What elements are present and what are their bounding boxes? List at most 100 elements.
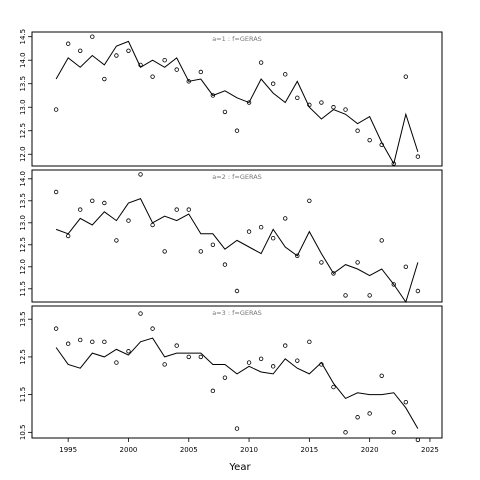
y-tick-label: 12.0 xyxy=(19,146,27,162)
observed-point xyxy=(343,107,348,112)
observed-point xyxy=(198,69,204,75)
observed-point xyxy=(295,253,300,258)
panel-frame xyxy=(31,169,443,303)
x-tick-label: 2015 xyxy=(300,446,318,454)
observed-point xyxy=(331,384,336,390)
observed-point xyxy=(138,62,143,68)
panel-3: a=3 : f=GERAS 10.5 11.5 12.5 13.5 xyxy=(19,305,443,443)
observed-point xyxy=(162,58,167,63)
observed-point xyxy=(391,161,396,166)
observed-point xyxy=(90,198,95,203)
observed-point xyxy=(162,362,167,367)
fitted-line xyxy=(55,337,419,429)
y-tick-label: 13.0 xyxy=(19,99,27,115)
observed-point xyxy=(343,430,348,435)
panel-frame xyxy=(31,31,443,167)
observed-point xyxy=(403,264,409,269)
observed-point xyxy=(391,430,396,435)
y-tick-label: 13.5 xyxy=(19,76,27,92)
observed-point xyxy=(246,229,252,234)
x-tick-label: 2000 xyxy=(120,446,138,454)
observed-point xyxy=(234,426,240,431)
observed-point xyxy=(234,128,240,133)
x-tick-label: 2020 xyxy=(361,446,379,454)
observed-point xyxy=(53,189,59,195)
observed-point xyxy=(283,216,288,221)
observed-point xyxy=(53,107,59,112)
observed-point xyxy=(258,224,264,230)
panel-frame xyxy=(31,305,443,439)
observed-point xyxy=(307,102,312,108)
observed-point xyxy=(331,271,336,276)
observed-point xyxy=(379,238,384,243)
observed-point xyxy=(126,349,131,354)
x-axis-title: Year xyxy=(228,462,251,473)
observed-point xyxy=(270,81,276,86)
observed-point xyxy=(355,415,360,420)
observed-point xyxy=(210,388,216,394)
x-tick-label: 2010 xyxy=(240,446,258,454)
observed-point xyxy=(198,249,204,254)
observed-point xyxy=(391,282,396,287)
observed-point xyxy=(222,262,228,267)
y-tick-label: 14.0 xyxy=(19,52,27,68)
observed-point xyxy=(126,218,131,223)
observed-point xyxy=(234,288,240,294)
observed-point xyxy=(174,343,179,348)
observed-point xyxy=(415,288,421,294)
observed-point xyxy=(210,242,216,247)
fitted-line xyxy=(55,197,419,304)
observed-point xyxy=(65,233,71,239)
observed-point xyxy=(102,200,107,206)
y-tick-label: 12.5 xyxy=(19,237,27,253)
observed-point xyxy=(174,67,179,72)
y-tick-label: 11.5 xyxy=(19,387,27,403)
observed-point xyxy=(415,437,421,443)
observed-point xyxy=(258,60,264,65)
observed-point xyxy=(198,354,204,360)
y-tick-label: 11.5 xyxy=(19,281,27,297)
y-tick-label: 12.5 xyxy=(19,349,27,365)
observed-point xyxy=(319,260,324,265)
observed-point xyxy=(65,41,71,46)
observed-point xyxy=(90,339,95,345)
observed-point xyxy=(162,249,167,254)
observed-point xyxy=(53,326,59,331)
x-tick-label: 2025 xyxy=(421,446,439,454)
observed-point xyxy=(307,198,312,203)
observed-point xyxy=(138,172,143,177)
observed-point xyxy=(222,109,228,115)
x-tick-label: 2005 xyxy=(180,446,198,454)
panel-title: a=2 : f=GERAS xyxy=(212,173,262,181)
observed-point xyxy=(331,105,336,110)
y-tick-label: 13.5 xyxy=(19,193,27,209)
x-tick-label: 1995 xyxy=(59,446,77,454)
observed-point xyxy=(283,343,288,348)
panel-2: a=2 : f=GERAS 11.5 12.0 12.5 13.0 13.5 14.0 xyxy=(19,169,443,304)
y-tick-label: 14.5 xyxy=(19,29,27,45)
panel-1: a=1 : f=GERAS 12.0 12.5 13.0 13.5 14.0 14.5 xyxy=(19,29,443,167)
observed-point xyxy=(114,360,119,365)
y-tick-label: 13.5 xyxy=(19,311,27,327)
observed-point xyxy=(210,93,216,98)
observed-point xyxy=(78,207,83,212)
observed-point xyxy=(367,137,372,143)
panel-title: a=3 : f=GERAS xyxy=(212,309,262,317)
observed-point xyxy=(307,339,312,345)
observed-point xyxy=(174,207,179,212)
observed-point xyxy=(319,100,324,105)
observed-point xyxy=(114,238,119,243)
observed-point xyxy=(403,74,409,79)
observed-point xyxy=(379,373,384,378)
observed-point xyxy=(270,364,276,369)
observed-point xyxy=(90,34,95,39)
observed-point xyxy=(415,154,421,159)
y-tick-label: 13.0 xyxy=(19,215,27,231)
observed-point xyxy=(102,339,107,345)
observed-point xyxy=(355,128,360,133)
observed-point xyxy=(270,235,276,241)
observed-point xyxy=(150,222,155,228)
observed-point xyxy=(258,356,264,361)
observed-point xyxy=(222,375,228,380)
y-tick-label: 14.0 xyxy=(19,171,27,187)
